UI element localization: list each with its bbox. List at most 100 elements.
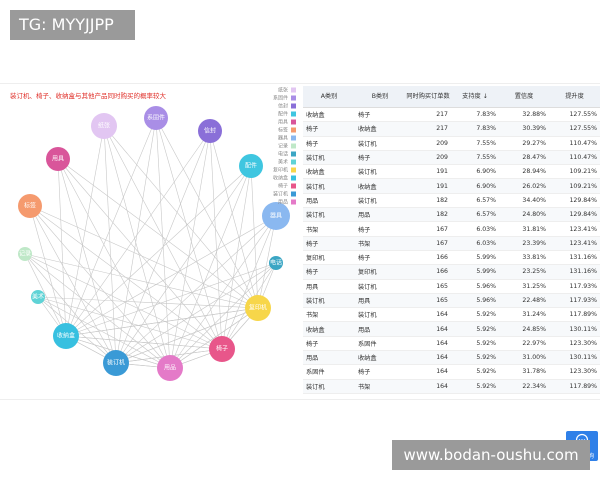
edge: [103, 125, 171, 369]
legend-label: 标签: [278, 127, 288, 134]
table-cell: 217: [405, 107, 451, 123]
table-cell: 收纳盒: [303, 321, 355, 337]
table-cell: 5.92%: [451, 336, 499, 352]
table-cell: 用具: [355, 293, 405, 309]
legend-swatch: [291, 87, 296, 93]
node-label: 系固件: [147, 114, 165, 122]
edge: [65, 125, 105, 337]
node-label: 美术: [32, 293, 44, 301]
table-cell: 117.89%: [549, 307, 600, 323]
table-cell: 31.81%: [499, 221, 549, 237]
table-cell: 131.16%: [549, 250, 600, 266]
edge: [103, 125, 259, 309]
legend-swatch: [291, 95, 296, 101]
node: [245, 295, 271, 321]
table-cell: 110.47%: [549, 150, 600, 166]
table-cell: 装订机: [355, 307, 405, 323]
table-cell: 24.80%: [499, 207, 549, 223]
table-cell: 用品: [355, 207, 405, 223]
table-cell: 130.11%: [549, 321, 600, 337]
table-cell: 椅子: [355, 150, 405, 166]
table-cell: 收纳盒: [303, 107, 355, 123]
panel: 装订机、椅子、收纳盒与其他产品同时购买的概率较大 纸张 纸张 系固件 系固件 信封 信封配…: [0, 83, 600, 461]
edge: [103, 125, 117, 364]
table-cell: 33.81%: [499, 250, 549, 266]
table-cell: 6.57%: [451, 207, 499, 223]
table-cell: 31.25%: [499, 279, 549, 294]
table-cell: 书架: [355, 236, 405, 251]
table-cell: 164: [405, 350, 451, 366]
legend-label: 电话: [278, 151, 288, 158]
table-cell: 椅子: [355, 364, 405, 380]
rules-table: A类别 B类别 同时购买订单数 支持度 ↓ 置信度 提升度 收纳盒 椅子 217 7.83% 32…: [303, 86, 600, 394]
table-cell: 164: [405, 321, 451, 337]
edge: [57, 158, 117, 364]
table-cell: 22.48%: [499, 293, 549, 309]
table-row: 装订机 用具 165 5.96% 22.48% 117.93%: [303, 293, 600, 309]
edge: [37, 296, 259, 309]
table-row: 书架 椅子 167 6.03% 31.81% 123.41%: [303, 221, 600, 237]
table-cell: 191: [405, 178, 451, 194]
table-cell: 装订机: [355, 136, 405, 151]
table-cell: 165: [405, 293, 451, 309]
edge: [57, 158, 171, 369]
edge: [115, 117, 157, 364]
table-cell: 23.39%: [499, 236, 549, 251]
table-row: 收纳盒 装订机 191 6.90% 28.94% 109.21%: [303, 164, 600, 180]
table-cell: 164: [405, 307, 451, 323]
legend-label: 装订机: [273, 191, 288, 198]
edge: [29, 205, 117, 364]
table-cell: 110.47%: [549, 136, 600, 151]
legend-swatch: [291, 103, 296, 109]
table-cell: 5.96%: [451, 293, 499, 309]
node-label: 收纳盒: [57, 332, 75, 340]
legend-label: 用品: [278, 200, 288, 206]
edge: [115, 215, 277, 364]
node-label: 标签: [24, 202, 36, 210]
table-cell: 129.84%: [549, 193, 600, 209]
table-cell: 6.90%: [451, 164, 499, 180]
node-label: 信封: [204, 127, 216, 135]
table-cell: 5.99%: [451, 250, 499, 266]
edge: [221, 215, 277, 350]
table-cell: 164: [405, 364, 451, 380]
table-cell: 34.40%: [499, 193, 549, 209]
column-header: B类别: [355, 86, 405, 108]
legend-label: 收纳盒: [273, 175, 288, 182]
table-cell: 椅子: [355, 250, 405, 266]
table-cell: 165: [405, 279, 451, 294]
table-row: 收纳盒 椅子 217 7.83% 32.88% 127.55%: [303, 107, 600, 123]
table-cell: 164: [405, 336, 451, 352]
table-cell: 6.03%: [451, 221, 499, 237]
edge: [155, 117, 171, 369]
edge: [65, 130, 211, 337]
legend-swatch: [291, 175, 296, 181]
table-cell: 椅子: [303, 136, 355, 151]
table-cell: 167: [405, 221, 451, 237]
table-cell: 椅子: [303, 336, 355, 352]
node-label: 记录: [19, 250, 31, 258]
table-cell: 28.47%: [499, 150, 549, 166]
table-cell: 5.99%: [451, 264, 499, 280]
legend-label: 复印机: [273, 167, 288, 174]
legend-swatch: [291, 127, 296, 133]
table-row: 用品 收纳盒 164 5.92% 31.00% 130.11%: [303, 350, 600, 366]
table-cell: 129.84%: [549, 207, 600, 223]
edge: [115, 307, 259, 364]
table-cell: 22.97%: [499, 336, 549, 352]
edge: [169, 262, 277, 369]
table-cell: 用品: [355, 321, 405, 337]
table-cell: 109.21%: [549, 164, 600, 180]
column-header[interactable]: 支持度 ↓: [451, 86, 499, 108]
table-cell: 5.92%: [451, 364, 499, 380]
table-cell: 29.27%: [499, 136, 549, 151]
legend-swatch: [291, 191, 296, 197]
edge: [65, 165, 252, 337]
table-cell: 用具: [303, 279, 355, 294]
table-cell: 系固件: [303, 364, 355, 380]
watermark: TG: MYYJJPP: [10, 10, 135, 40]
table-cell: 收纳盒: [355, 350, 405, 366]
table-cell: 系固件: [355, 336, 405, 352]
table-cell: 31.00%: [499, 350, 549, 366]
node-label: 用品: [164, 365, 176, 372]
